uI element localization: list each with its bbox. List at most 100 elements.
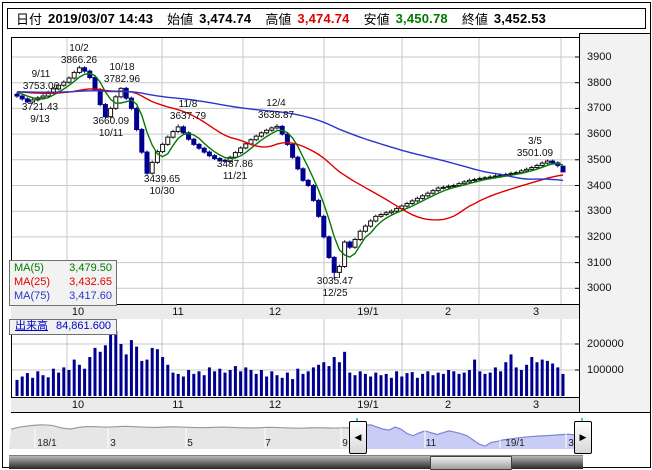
price-tick-label: 3900	[587, 51, 612, 63]
volume-bar	[525, 364, 529, 396]
x-axis-label: 2	[444, 306, 452, 318]
price-annotation: 3439.65 10/30	[143, 174, 181, 197]
candle-body	[71, 71, 77, 79]
candle-body	[212, 155, 218, 160]
volume-label: 出来高	[15, 320, 48, 332]
volume-bar	[343, 351, 347, 396]
candle-body	[56, 84, 62, 90]
price-tick-label: 3200	[587, 230, 612, 243]
candle-body	[196, 143, 202, 149]
candle-body	[388, 210, 394, 214]
volume-bar	[519, 370, 523, 396]
volume-bar	[551, 363, 555, 396]
volume-bar	[207, 367, 211, 396]
candle-body	[336, 265, 342, 273]
candle-body	[66, 77, 72, 83]
ma25-label: MA(25)	[14, 276, 51, 288]
candle-body	[232, 152, 238, 158]
ma-legend: MA(5) 3,479.50 MA(25) 3,432.65 MA(75) 3,…	[9, 260, 117, 306]
range-navigator[interactable]: 18/1 3 5 7 9 11 19/1 3 ◀ ▶	[9, 418, 593, 454]
navigator-label: 3	[568, 438, 574, 449]
volume-bar	[395, 371, 399, 396]
volume-bar	[441, 373, 445, 396]
volume-bar	[41, 375, 45, 396]
volume-bar	[135, 346, 139, 396]
candle-body	[149, 161, 155, 174]
ma75-row: MA(75) 3,417.60	[10, 289, 116, 303]
volume-bar	[374, 372, 378, 396]
candle-body	[492, 175, 498, 178]
scrollbar-thumb[interactable]	[430, 456, 512, 470]
candle-body	[180, 126, 186, 134]
candle-body	[472, 179, 478, 182]
candle-body	[544, 160, 550, 164]
price-tick-label: 3400	[587, 179, 612, 192]
volume-bar	[77, 364, 81, 396]
volume-bar	[317, 364, 321, 396]
volume-bar	[488, 372, 492, 396]
volume-chart[interactable]	[11, 319, 580, 397]
candle-body	[352, 238, 358, 248]
price-tick-label: 3000	[587, 282, 612, 295]
navigator-right-handle[interactable]: ▶	[574, 421, 592, 454]
candle-body	[222, 159, 228, 162]
candle-body	[420, 195, 426, 199]
volume-bar	[462, 372, 466, 396]
candle-body	[243, 143, 249, 149]
volume-x-axis: 10 11 12 19/1 2 3	[11, 397, 579, 413]
navigator-left-handle[interactable]: ◀	[349, 421, 367, 454]
candle-body	[118, 87, 124, 98]
volume-bar	[192, 373, 196, 396]
volume-value: 84,861.600	[56, 320, 112, 332]
volume-bar	[119, 344, 123, 396]
candle-body	[295, 156, 301, 170]
high-label: 高値	[265, 12, 292, 27]
candle-body	[144, 151, 150, 174]
candle-body	[154, 151, 160, 163]
candle-body	[102, 104, 108, 118]
volume-bar	[291, 379, 295, 396]
volume-bar	[155, 349, 159, 396]
candle-body	[310, 185, 316, 201]
candle-body	[539, 162, 545, 166]
scrollbar-track[interactable]	[9, 455, 583, 470]
x-axis-label: 11	[172, 399, 184, 411]
volume-bar	[20, 376, 24, 396]
volume-bar	[114, 331, 118, 396]
candle-body	[108, 107, 114, 118]
volume-bar	[514, 367, 518, 396]
ma5-label: MA(5)	[14, 262, 44, 274]
close-label: 終値	[461, 12, 488, 27]
volume-bar	[348, 372, 352, 396]
volume-bar	[556, 367, 560, 396]
open-value: 3,474.74	[199, 11, 252, 26]
volume-bar	[88, 357, 92, 396]
volume-bar	[561, 373, 565, 396]
candle-body	[550, 160, 556, 164]
x-axis-label: 19/1	[357, 306, 379, 318]
candle-body	[165, 136, 171, 145]
volume-bar	[285, 372, 289, 396]
volume-bar	[67, 370, 71, 396]
x-axis-label: 3	[532, 399, 540, 411]
volume-bar	[509, 354, 513, 396]
price-tick-label: 3100	[587, 256, 612, 269]
volume-bar	[25, 373, 29, 396]
navigator-area-selected	[353, 424, 582, 449]
candle-body	[362, 225, 368, 232]
ma5-row: MA(5) 3,479.50	[10, 261, 116, 275]
volume-bar	[280, 377, 284, 396]
volume-bar	[98, 351, 102, 396]
volume-bar	[379, 375, 383, 396]
volume-bar	[202, 375, 206, 396]
candle-body	[238, 147, 244, 154]
volume-bar	[322, 362, 326, 396]
navigator-label: 7	[265, 438, 271, 449]
quote-bar: 日付 2019/03/07 14:43 始値 3,474.74 高値 3,474…	[7, 8, 646, 29]
price-annotation: 12/4 3638.87	[257, 98, 295, 121]
candle-body	[201, 147, 207, 153]
volume-bar	[337, 362, 341, 396]
price-tick-label: 3600	[587, 128, 612, 141]
candle-body	[97, 89, 103, 106]
